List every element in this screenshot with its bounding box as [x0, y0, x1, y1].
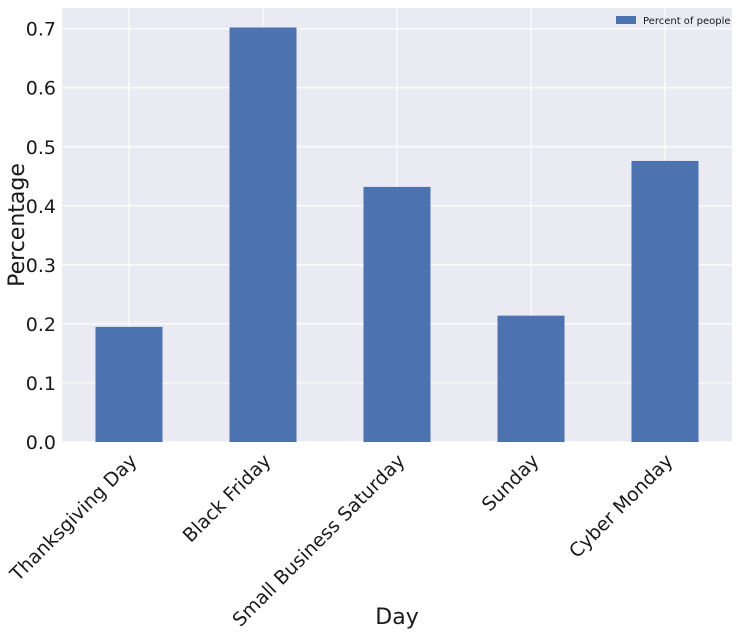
y-axis-label: Percentage	[5, 163, 30, 287]
x-tick-label: Black Friday	[179, 450, 276, 547]
legend: Percent of people	[616, 16, 731, 27]
bar	[631, 160, 699, 442]
y-tick-labels: 0.0 0.1 0.2 0.3 0.4 0.5 0.6 0.7	[26, 19, 56, 454]
bar-series	[95, 27, 699, 442]
bar	[363, 186, 431, 442]
bar	[229, 27, 297, 442]
y-tick-label: 0.4	[26, 196, 56, 218]
bar	[497, 315, 565, 442]
bar	[95, 326, 163, 442]
x-tick-label: Thanksgiving Day	[5, 450, 141, 586]
y-tick-label: 0.3	[26, 255, 56, 277]
x-tick-label: Sunday	[478, 450, 544, 516]
y-tick-label: 0.2	[26, 314, 56, 336]
y-tick-label: 0.5	[26, 137, 56, 159]
x-axis-label: Day	[375, 605, 418, 630]
y-tick-label: 0.7	[26, 19, 56, 41]
legend-label: Percent of people	[643, 16, 731, 27]
y-tick-label: 0.6	[26, 78, 56, 100]
x-tick-label: Cyber Monday	[565, 450, 678, 563]
legend-swatch	[616, 16, 636, 24]
y-tick-label: 0.0	[26, 432, 56, 454]
y-tick-label: 0.1	[26, 373, 56, 395]
